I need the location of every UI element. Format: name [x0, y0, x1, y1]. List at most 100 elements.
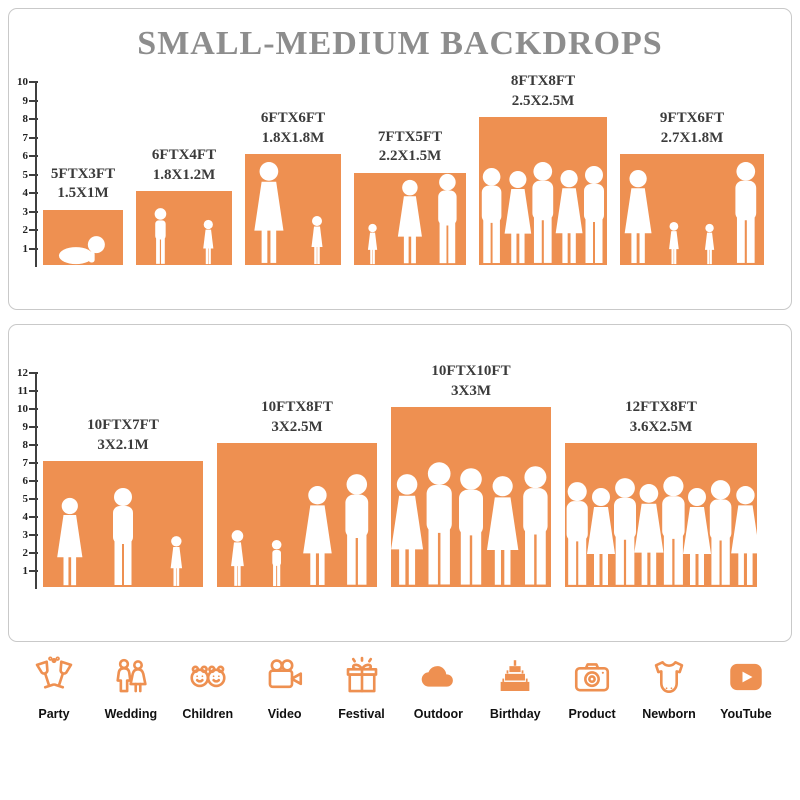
size-m: 2.7X1.8M [660, 129, 724, 146]
ruler-tick: 1 [11, 242, 38, 256]
backdrop-size-label: 10FTX10FT 3X3M [431, 362, 510, 401]
tick-mark [29, 99, 38, 102]
ruler-tick-label: 8 [22, 113, 29, 125]
tick-mark [29, 81, 38, 83]
size-m: 1.8X1.8M [261, 129, 325, 146]
woman-silhouette [624, 170, 652, 264]
children-icon [190, 665, 226, 688]
backdrop-option: 10FTX10FT 3X3M [391, 362, 551, 587]
category-label: Newborn [642, 707, 696, 721]
size-ft: 6FTX4FT [151, 147, 217, 163]
wedding-icon [116, 658, 147, 693]
backdrop-rect [43, 461, 203, 587]
ruler-tick: 11 [11, 384, 38, 398]
ruler-tick-label: 2 [22, 224, 29, 236]
ruler-tick: 9 [11, 94, 38, 108]
category-label: Party [38, 707, 70, 721]
backdrop-bars: 5FTX3FT 1.5X1M 6FTX4FT 1.8X1.2M 6FTX6FT 1.8X1… [43, 72, 764, 265]
product-icon [575, 663, 610, 692]
backdrop-size-label: 5FTX3FT 1.5X1M [51, 165, 115, 204]
category-youtube: YouTube [714, 656, 778, 721]
tick-mark [29, 390, 38, 392]
backdrop-rect [136, 191, 232, 265]
woman-silhouette [397, 179, 423, 264]
ruler-tick-label: 3 [22, 205, 29, 218]
ruler-tick: 2 [11, 223, 38, 237]
category-outdoor: Outdoor [406, 656, 470, 721]
ruler-tick-label: 4 [22, 511, 29, 523]
size-ft: 5FTX3FT [50, 165, 116, 182]
video-icon [268, 659, 302, 689]
backdrop-rect [245, 154, 341, 265]
woman-silhouette [57, 497, 83, 586]
tick-mark [29, 247, 38, 250]
man-silhouette [522, 466, 548, 585]
backdrop-option: 6FTX4FT 1.8X1.2M [136, 146, 232, 265]
backdrop-option: 5FTX3FT 1.5X1M [43, 165, 123, 265]
man-silhouette [661, 476, 685, 585]
tick-mark [29, 444, 38, 446]
tick-mark [29, 229, 38, 231]
ruler-tick-label: 11 [17, 385, 28, 397]
ruler-tick-label: 9 [22, 421, 29, 433]
backdrop-size-label: 6FTX6FT 1.8X1.8M [261, 109, 325, 148]
category-row: Party Wedding Children Vi [0, 656, 800, 721]
woman-silhouette [391, 474, 423, 585]
category-label: Birthday [489, 707, 541, 721]
category-label: Video [267, 707, 302, 721]
category-label: Product [568, 707, 616, 721]
category-wedding: Wedding [99, 656, 163, 721]
ruler-tick: 3 [11, 205, 38, 219]
ruler-tick-label: 12 [17, 367, 28, 379]
backdrop-size-label: 12FTX8FT 3.6X2.5M [625, 398, 697, 437]
tick-mark [29, 173, 38, 176]
ruler-tick-label: 5 [22, 168, 29, 181]
man-silhouette [735, 162, 757, 263]
ruler-tick-label: 6 [22, 475, 29, 487]
size-ft: 10FTX7FT [87, 417, 159, 433]
tick-mark [29, 462, 38, 464]
tick-mark [29, 552, 38, 554]
ruler-tick-label: 8 [22, 439, 29, 451]
baby-silhouette [59, 236, 106, 265]
woman-silhouette [487, 476, 519, 585]
ruler-tick-label: 7 [22, 131, 29, 144]
backdrop-size-label: 10FTX7FT 3X2.1M [87, 416, 159, 455]
size-ft: 10FTX10FT [431, 363, 511, 379]
ruler-tick: 8 [11, 438, 38, 452]
man-silhouette [426, 462, 452, 585]
small-medium-backdrops-panel: SMALL-MEDIUM BACKDROPS 10 9 8 7 6 5 4 3 2 1 5FTX3F… [8, 8, 792, 310]
party-icon [35, 656, 73, 689]
newborn-icon [654, 660, 684, 694]
festival-icon [346, 656, 377, 693]
backdrop-option: 10FTX7FT 3X2.1M [43, 416, 203, 587]
size-ft: 6FTX6FT [260, 110, 326, 126]
tick-mark [29, 426, 38, 428]
man-silhouette [710, 480, 732, 585]
size-m: 1.5X1M [57, 185, 109, 201]
category-children: Children [176, 656, 240, 721]
backdrop-option: 10FTX8FT 3X2.5M [217, 398, 377, 587]
ruler-tick-label: 2 [22, 547, 29, 559]
woman-silhouette [683, 488, 711, 585]
size-ft: 8FTX8FT [510, 73, 576, 89]
ruler-tick: 10 [11, 75, 38, 89]
woman-silhouette [587, 488, 615, 585]
ruler-tick: 4 [11, 186, 38, 200]
size-m: 3X2.1M [97, 436, 149, 453]
category-video: Video [253, 656, 317, 721]
girl-silhouette [705, 223, 715, 265]
girl-silhouette [230, 530, 244, 586]
tick-mark [29, 534, 38, 536]
tick-mark [29, 192, 38, 194]
backdrop-rect [217, 443, 377, 587]
girl-silhouette [170, 536, 183, 586]
category-product: Product [560, 656, 624, 721]
backdrop-option: 6FTX6FT 1.8X1.8M [245, 109, 341, 265]
ruler-tick-label: 9 [22, 94, 29, 107]
ruler-tick-label: 5 [22, 493, 29, 505]
category-label: YouTube [720, 707, 772, 721]
backdrop-size-label: 10FTX8FT 3X2.5M [261, 398, 333, 437]
backdrop-bars: 10FTX7FT 3X2.1M 10FTX8FT 3X2.5M 10FTX10FT 3X3… [43, 362, 757, 587]
woman-silhouette [254, 162, 284, 263]
